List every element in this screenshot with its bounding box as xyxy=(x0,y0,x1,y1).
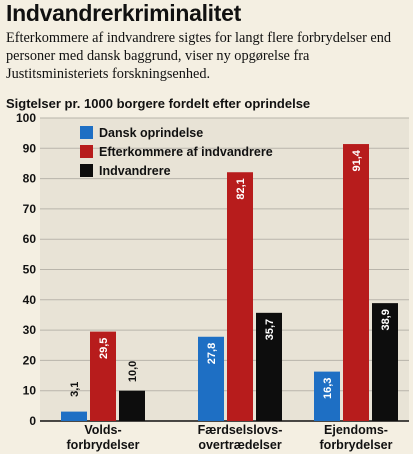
y-tick-label: 30 xyxy=(23,323,37,337)
bar xyxy=(90,331,116,421)
bar-value-label: 38,9 xyxy=(380,309,392,330)
y-tick-label: 80 xyxy=(23,172,37,186)
chart-title: Sigtelser pr. 1000 borgere fordelt efter… xyxy=(6,96,311,111)
y-tick-label: 60 xyxy=(23,232,37,246)
category-label: Ejendoms- xyxy=(324,423,388,437)
y-tick-label: 10 xyxy=(23,384,37,398)
bar xyxy=(227,172,253,421)
category-label: Volds- xyxy=(84,423,121,437)
category-label: forbrydelser xyxy=(67,438,140,452)
bar xyxy=(119,390,145,421)
y-tick-label: 90 xyxy=(23,141,37,155)
legend-swatch xyxy=(80,145,93,158)
bar-value-label: 27,8 xyxy=(206,343,218,364)
category-label: forbrydelser xyxy=(320,438,393,452)
y-tick-label: 100 xyxy=(16,111,36,125)
legend-label: Indvandrere xyxy=(99,164,171,178)
bar-value-label: 91,4 xyxy=(351,149,363,171)
y-tick-label: 50 xyxy=(23,263,37,277)
y-tick-label: 70 xyxy=(23,202,37,216)
bar-value-label: 16,3 xyxy=(322,378,334,399)
bar xyxy=(61,411,87,421)
bar xyxy=(256,312,282,421)
category-label: overtrædelser xyxy=(198,438,282,452)
category-label: Færdselslovs- xyxy=(198,423,283,437)
bar-value-label: 82,1 xyxy=(235,178,247,199)
legend-label: Efterkommere af indvandrere xyxy=(99,145,273,159)
legend-swatch xyxy=(80,126,93,139)
bar-value-label: 35,7 xyxy=(264,319,276,340)
bar-value-label: 29,5 xyxy=(98,338,110,359)
bar-value-label: 10,0 xyxy=(127,361,139,382)
legend-label: Dansk oprindelse xyxy=(99,126,203,140)
y-tick-label: 20 xyxy=(23,353,37,367)
bar xyxy=(198,336,224,421)
intro-text: Efterkommere af indvandrere sigtes for l… xyxy=(6,30,392,82)
bar xyxy=(343,144,369,422)
bar xyxy=(314,371,340,421)
y-tick-label: 0 xyxy=(29,414,36,428)
page-title: Indvandrerkriminalitet xyxy=(6,0,241,26)
y-tick-label: 40 xyxy=(23,293,37,307)
bar xyxy=(372,303,398,421)
bar-value-label: 3,1 xyxy=(69,382,81,397)
legend-swatch xyxy=(80,164,93,177)
